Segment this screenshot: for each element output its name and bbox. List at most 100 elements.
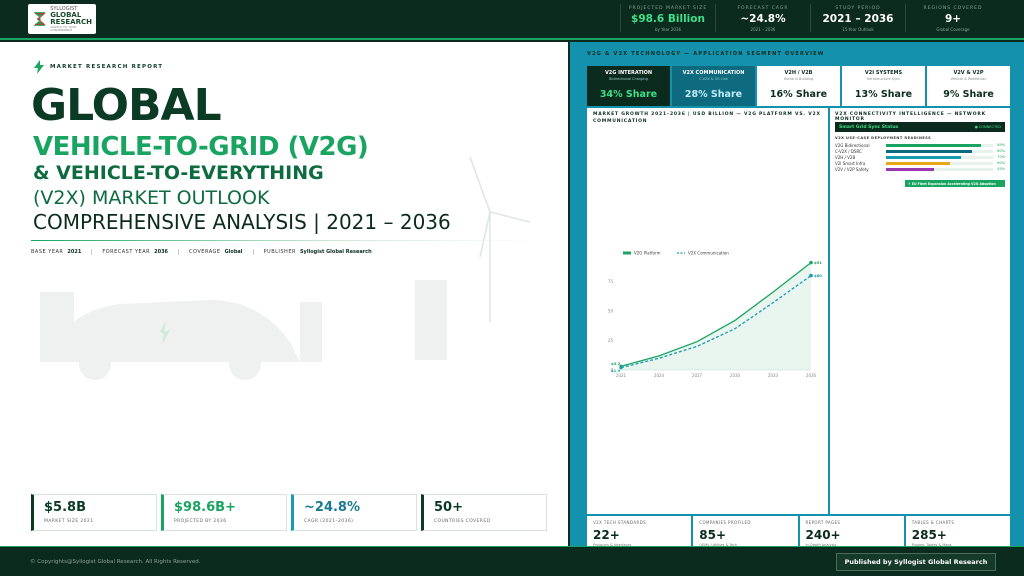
kpi-sub: by Year 2036 (654, 27, 682, 32)
segment-sub: C-V2X & 5G Link (699, 77, 728, 81)
readiness-pct: 70% (997, 155, 1006, 159)
legend-label: V2X Communication (688, 251, 729, 256)
stat-market-size: $5.8B MARKET SIZE 2021 (31, 494, 157, 531)
kpi-cagr: FORECAST CAGR ~24.8% 2021 – 2036 (715, 4, 810, 32)
stat-value: $5.8B (44, 500, 86, 515)
logo-line2: GLOBAL (50, 10, 82, 19)
report-meta: BASE YEAR 2021 FORECAST YEAR 2036 COVERAGE… (31, 249, 392, 255)
readiness-pct: 45% (997, 167, 1006, 171)
segment-name: V2X COMMUNICATION (682, 70, 745, 76)
stat-value: 240+ (805, 528, 841, 542)
readiness-pct: 80% (997, 149, 1006, 153)
segment-v2i[interactable]: V2I SYSTEMS Infrastructure Sync 13% Shar… (842, 66, 925, 106)
stat-label: CAGR (2021–2036) (304, 519, 354, 524)
title-comprehensive: COMPREHENSIVE ANALYSIS | 2021 – 2036 (33, 210, 451, 234)
x-tick-label: 2036 (806, 373, 817, 378)
series-line-v2x (620, 275, 812, 369)
readiness-bar (885, 161, 951, 165)
panel-title: V2G & V2X TECHNOLOGY — APPLICATION SEGME… (587, 51, 825, 57)
readiness-track (885, 143, 994, 147)
readiness-bar (885, 149, 972, 153)
growth-chart-card: MARKET GROWTH 2021–2036 | USD BILLION — … (587, 108, 828, 514)
published-by-button[interactable]: Published by Syllogist Global Research (836, 553, 996, 571)
kpi-market-size: PROJECTED MARKET SIZE $98.6 Billion by Y… (620, 4, 715, 32)
readiness-name: C-V2X / DSRC (835, 148, 862, 154)
readiness-bar (885, 155, 961, 159)
segment-v2g[interactable]: V2G INTERATION Bidirectional Charging 34… (587, 66, 670, 106)
meta-base-year: BASE YEAR 2021 (31, 249, 93, 255)
segment-v2h[interactable]: V2H / V2B Home & Building 16% Share (757, 66, 840, 106)
footer: © Copyrights@Syllogist Global Research. … (0, 546, 1024, 576)
kpi-value: $98.6 Billion (631, 13, 705, 25)
kpi-strip: PROJECTED MARKET SIZE $98.6 Billion by Y… (620, 4, 1000, 32)
report-tag: MARKET RESEARCH REPORT (34, 60, 163, 74)
report-tag-label: MARKET RESEARCH REPORT (50, 64, 164, 70)
segment-v2v[interactable]: V2V & V2P Vehicle & Pedestrian 9% Share (927, 66, 1010, 106)
segment-v2x[interactable]: V2X COMMUNICATION C-V2X & 5G Link 28% Sh… (672, 66, 755, 106)
series-area-v2g (621, 262, 811, 370)
stat-sub: Protocols & Interfaces (593, 543, 632, 547)
segment-name: V2I SYSTEMS (864, 70, 903, 76)
readiness-bar (885, 143, 982, 147)
kpi-study-period: STUDY PERIOD 2021 – 2036 15-Year Outlook (810, 4, 905, 32)
segment-share: 16% Share (769, 89, 828, 100)
y-tick-label: 0 (610, 368, 613, 373)
readiness-bar (885, 167, 935, 171)
readiness-row: C-V2X / DSRC 80% (835, 148, 1005, 154)
readiness-row: V2I Smart Infra 60% (835, 160, 1005, 166)
stat-label: TABLES & CHARTS (911, 520, 955, 525)
stat-label: MARKET SIZE 2021 (44, 519, 94, 524)
growth-chart: 0 25 50 75 2021 2024 2027 2030 2033 2036 $3.2 $91 $1… (608, 251, 822, 379)
stat-projected: $98.6B+ PROJECTED BY 2036 (161, 494, 287, 531)
x-tick-label: 2030 (730, 373, 741, 378)
stat-label: COUNTRIES COVERED (434, 519, 491, 524)
segment-share: 9% Share (943, 89, 994, 100)
readiness-name: V2H / V2B (835, 154, 856, 160)
readiness-name: V2G Bidirectional (835, 142, 870, 148)
stat-value: 22+ (593, 528, 620, 542)
title-global: GLOBAL (31, 80, 222, 131)
sync-status-badge: ● CONNECTED (974, 125, 1001, 129)
copyright: © Copyrights@Syllogist Global Research. … (30, 559, 201, 565)
meta-coverage: COVERAGE Global (189, 249, 254, 255)
y-tick-label: 25 (608, 338, 614, 343)
kpi-value: 2021 – 2036 (822, 13, 894, 25)
network-title: V2X CONNECTIVITY INTELLIGENCE — NETWORK … (835, 112, 986, 122)
kpi-sub: 2021 – 2036 (750, 27, 776, 32)
x-tick-label: 2027 (692, 373, 703, 378)
readiness-pct: 60% (997, 161, 1006, 165)
segment-name: V2H / V2B (784, 70, 813, 76)
hero-stats: $5.8B MARKET SIZE 2021 $98.6B+ PROJECTED… (31, 494, 547, 531)
hero-panel: MARKET RESEARCH REPORT GLOBAL VEHICLE-TO… (0, 42, 568, 546)
overview-panel: V2G & V2X TECHNOLOGY — APPLICATION SEGME… (570, 42, 1024, 576)
stat-value: 285+ (911, 528, 947, 542)
x-tick-label: 2024 (654, 373, 665, 378)
y-tick-label: 75 (608, 279, 614, 284)
network-monitor-card: V2X CONNECTIVITY INTELLIGENCE — NETWORK … (830, 108, 1010, 514)
stat-value: 50+ (434, 500, 463, 515)
data-point-start (619, 366, 623, 370)
logo[interactable]: SYLLOGIST GLOBAL RESEARCH ALWAYS TO YOUR… (28, 4, 96, 34)
stat-label: PROJECTED BY 2036 (174, 519, 227, 524)
background-illustration (40, 156, 531, 380)
title-v2g: VEHICLE-TO-GRID (V2G) (33, 132, 369, 162)
readiness-track (885, 149, 994, 153)
top-bar: SYLLOGIST GLOBAL RESEARCH ALWAYS TO YOUR… (0, 0, 1024, 40)
kpi-label: PROJECTED MARKET SIZE (628, 6, 708, 11)
kpi-value: 9+ (944, 13, 962, 25)
readiness-track (885, 155, 994, 159)
kpi-label: STUDY PERIOD (835, 6, 881, 11)
kpi-label: FORECAST CAGR (737, 6, 789, 11)
segment-sub: Home & Building (783, 77, 814, 81)
segment-cards: V2G INTERATION Bidirectional Charging 34… (587, 66, 1010, 106)
kpi-label: REGIONS COVERED (923, 6, 983, 11)
segment-share: 13% Share (854, 89, 913, 100)
readiness-name: V2V / V2P Safety (835, 166, 869, 172)
logo-tagline: ALWAYS TO YOUR CONVENIENCE (50, 24, 77, 32)
legend-label: V2G Platform (634, 251, 661, 256)
title-outlook: (V2X) MARKET OUTLOOK (33, 187, 270, 209)
data-label-end: $80 (814, 273, 822, 278)
segment-name: V2V & V2P (953, 70, 984, 76)
stat-countries: 50+ COUNTRIES COVERED (421, 494, 547, 531)
readiness-name: V2I Smart Infra (835, 160, 866, 166)
